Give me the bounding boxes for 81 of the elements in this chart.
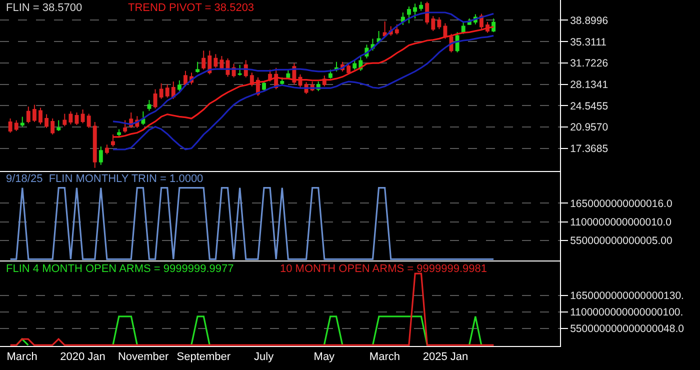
line-series [112,34,494,150]
candlestick [56,120,61,132]
line-series [112,26,494,138]
candlestick [98,146,103,166]
candlestick [280,76,284,86]
text: FLIN 4 MONTH OPEN ARMS = 9999999.9977 [6,263,234,275]
candlestick [220,55,224,70]
candlestick [214,54,218,68]
candlestick [437,16,442,30]
candlestick [62,113,67,127]
candlestick [376,30,381,44]
candlestick [286,69,290,80]
y-tick-label: 28.1341 [570,79,608,92]
y-tick-label: 20.9570 [570,122,608,134]
candlestick [14,120,18,132]
candlestick [26,106,30,124]
candlestick [394,24,399,36]
candlestick [262,81,266,92]
y-tick-label: 1100000000000010.0 [570,216,672,229]
candlestick [153,88,158,109]
y-tick-label: 38.8996 [570,14,608,27]
candlestick [38,107,42,125]
x-tick-label: May [314,351,336,364]
line-series [112,12,494,126]
candlestick [44,114,49,128]
x-tick-label: September [176,351,231,364]
candlestick [461,22,466,34]
candlestick [492,18,496,33]
candlestick [413,3,417,19]
x-tick-label: November [118,351,170,364]
candlestick [455,32,460,53]
candlestick [20,116,24,128]
candlestick [141,110,146,126]
candlestick [328,69,332,80]
text: TREND PIVOT = 38.5203 [128,2,254,14]
candlestick [177,80,182,92]
candlestick [208,50,212,75]
x-tick-label: 2025 Jan [422,351,468,364]
text: 10 MONTH OPEN ARMS = 9999999.9981 [280,263,487,275]
y-tick-label: 1650000000000016.0 [570,198,672,210]
y-tick-label: 550000000000005.00 [570,235,672,248]
candlestick [407,6,411,24]
annotation: FLIN = 38.5700 [6,2,82,14]
candlestick [431,16,436,32]
y-tick-label: 31.7226 [570,58,608,70]
candlestick [104,144,109,155]
candlestick [123,120,128,134]
candlestick [117,128,122,138]
y-tick-label: 1100000000000000100. [570,306,684,319]
x-tick-label: March [369,351,400,364]
candlestick [159,82,164,100]
candlestick [419,1,424,12]
y-tick-label: 550000000000000048.0 [570,323,684,336]
candlestick [68,110,73,125]
candlestick [86,113,91,128]
candlestick [425,1,430,25]
y-tick-label: 35.3111 [570,36,607,48]
candlestick [147,100,152,112]
y-tick-label: 17.3685 [570,143,608,156]
y-tick-label: 1650000000000000130. [570,290,684,302]
candlestick [111,134,115,147]
candlestick [238,64,242,76]
candlestick [400,12,405,26]
candlestick [74,112,79,126]
candlestick [50,118,55,136]
candlestick [202,50,206,70]
x-tick-label: July [254,351,274,364]
series-label: 9/18/25 FLIN MONTHLY TRIN = 1.0000 [6,173,204,185]
candlestick [32,104,36,123]
candlestick [196,61,200,74]
y-tick-label: 24.5455 [570,100,608,112]
candlestick [80,109,85,124]
candlestick [184,70,188,87]
x-tick-label: 2020 Jan [60,351,106,364]
candlestick [382,20,387,38]
x-tick-label: March [6,351,38,364]
candlestick [8,118,12,134]
candlestick [165,84,170,98]
candlestick [346,63,351,75]
candlestick [352,60,357,70]
candlestick [92,122,97,168]
